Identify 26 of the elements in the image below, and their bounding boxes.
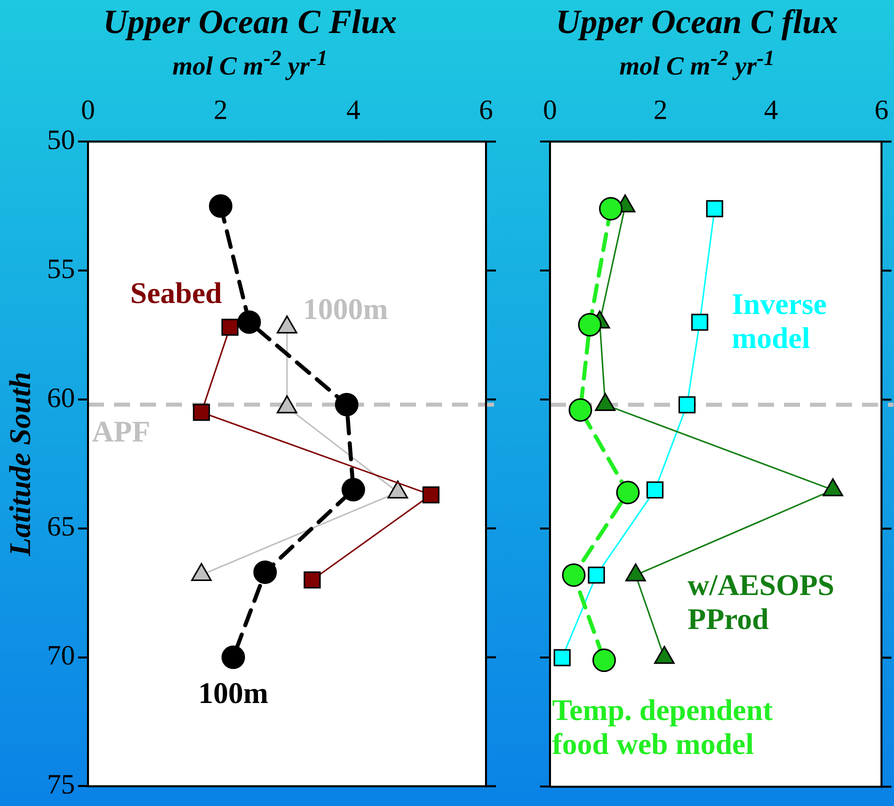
x-tick-label: 0 [81, 95, 95, 126]
series-label: Temp. dependent food web model [552, 694, 773, 762]
chart-subtitle: mol C m$^{-2}$ yr$^{-1}$ [618, 46, 776, 82]
x-tick-label: 2 [214, 95, 228, 126]
x-tick-label: 6 [874, 95, 888, 126]
series-label: Seabed [130, 276, 222, 310]
x-tick-label: 2 [654, 95, 668, 126]
chart-subtitle: mol C m$^{-2}$ yr$^{-1}$ [171, 46, 329, 82]
y-tick-label: 65 [47, 512, 75, 543]
y-tick-label: 50 [47, 124, 75, 156]
series-label: 1000m [303, 292, 388, 326]
ref-line-label: APF [92, 415, 150, 448]
y-tick-label: 60 [47, 382, 75, 414]
series-label: w/AESOPS PProd [688, 568, 834, 636]
y-tick-label: 70 [47, 640, 75, 672]
chart-title: Upper Ocean C Flux [102, 4, 398, 42]
x-tick-label: 4 [346, 95, 360, 126]
chart-title: Upper Ocean C flux [554, 4, 840, 42]
y-tick-label: 55 [47, 254, 75, 285]
series-label: 100m [198, 677, 268, 710]
series-label: Inverse model [732, 288, 827, 355]
x-tick-label: 6 [479, 95, 493, 126]
x-tick-label: 4 [764, 95, 778, 126]
y-axis-title: Latitude South [4, 372, 37, 558]
y-tick-label: 75 [47, 770, 75, 801]
x-tick-label: 0 [543, 95, 557, 126]
